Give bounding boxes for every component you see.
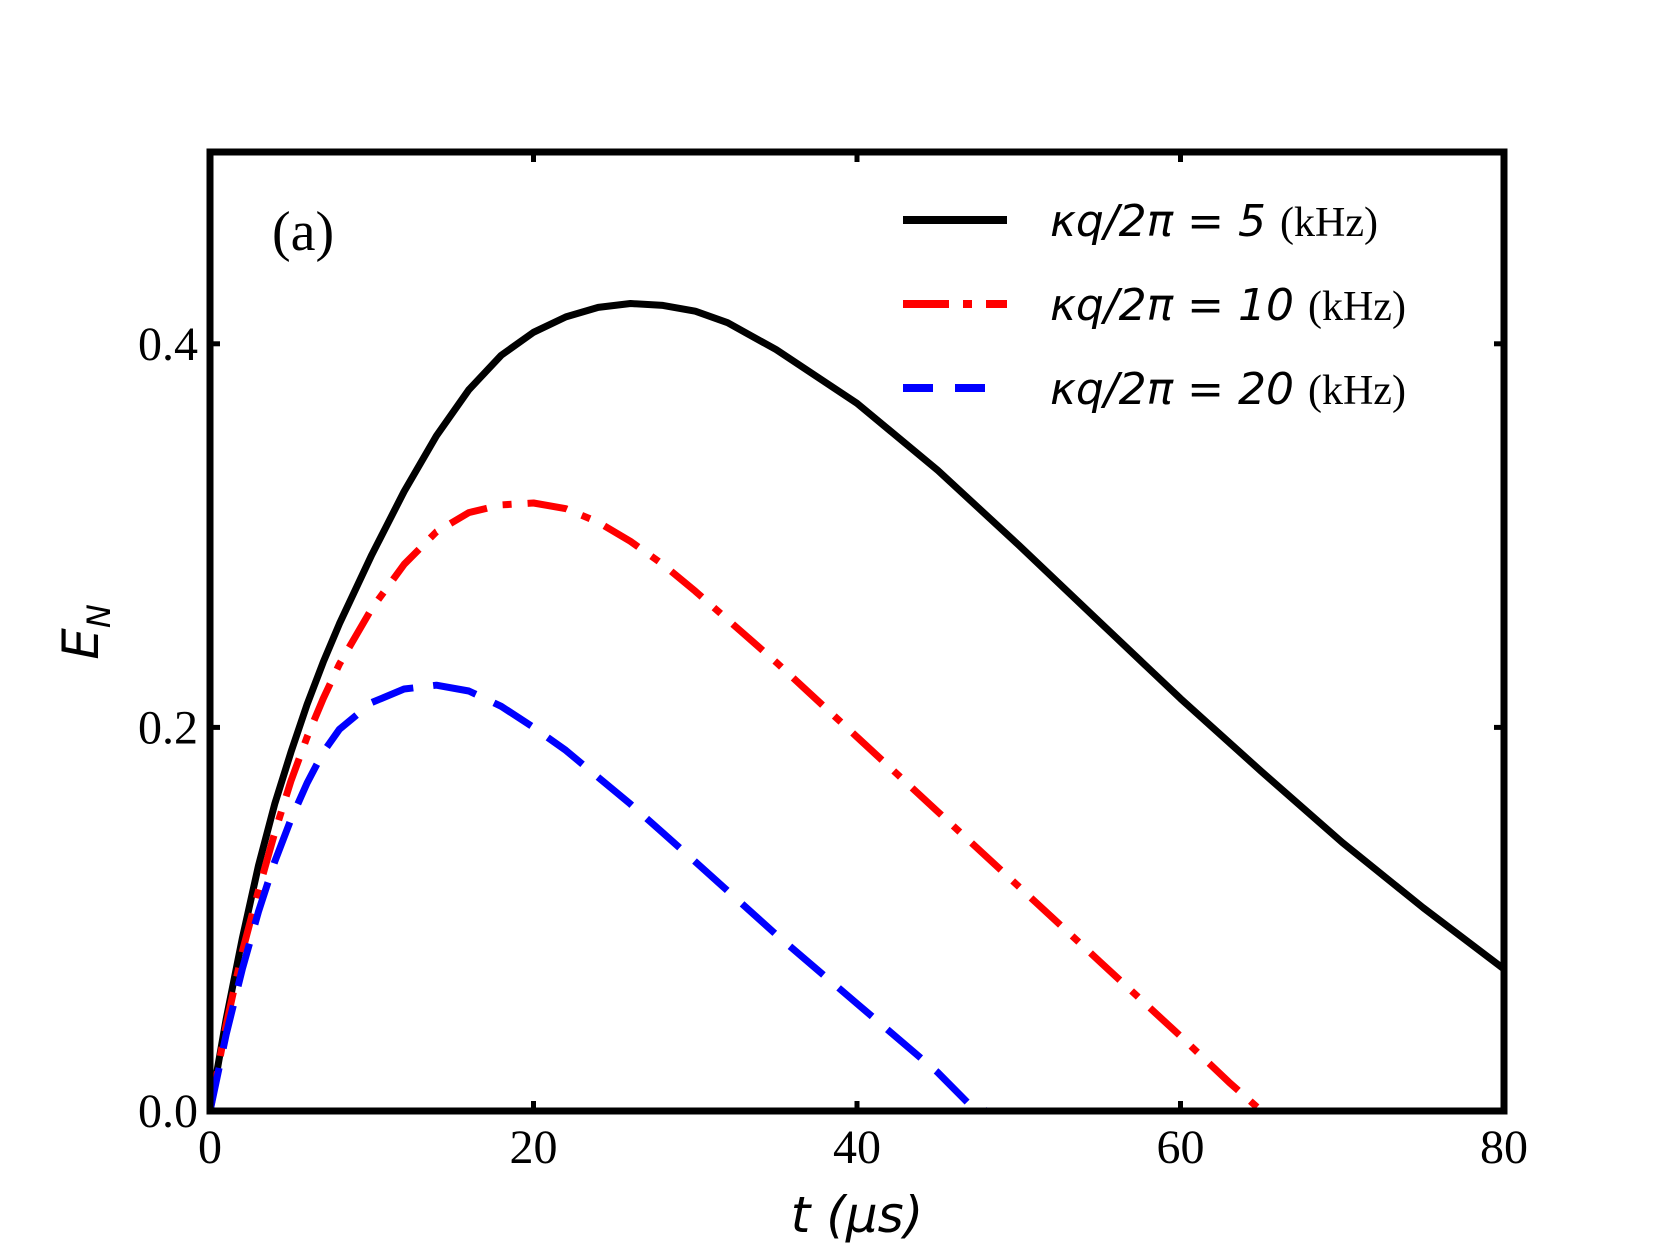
legend-label-1: κq/2π = 5 (kHz): [1050, 196, 1378, 247]
y-tick-label: 0.4: [138, 318, 198, 371]
legend: κq/2π = 5 (kHz) κq/2π = 10 (kHz) κq/2π = 2…: [903, 196, 1406, 415]
x-tick-label: 20: [510, 1121, 558, 1174]
series-line-3: [206, 681, 1504, 1115]
panel-label: (a): [272, 201, 334, 263]
legend-label-2: κq/2π = 10 (kHz): [1050, 280, 1406, 331]
y-tick-label: 0.2: [138, 701, 198, 754]
ticks-layer: 0 20 40 60 80 0.0 0.2 0.4: [138, 152, 1528, 1174]
series-line-1: [206, 300, 1507, 1112]
y-tick-label: 0.0: [138, 1085, 198, 1138]
x-tick-label: 80: [1480, 1121, 1528, 1174]
y-axis-label: EN: [52, 604, 118, 660]
x-axis-label: t (μs): [791, 1186, 923, 1244]
series-layer: [206, 300, 1507, 1115]
x-tick-label: 0: [198, 1121, 222, 1174]
legend-label-3: κq/2π = 20 (kHz): [1050, 364, 1406, 415]
x-tick-label: 40: [833, 1121, 881, 1174]
x-tick-label: 60: [1157, 1121, 1205, 1174]
series-line-2: [206, 499, 1504, 1115]
